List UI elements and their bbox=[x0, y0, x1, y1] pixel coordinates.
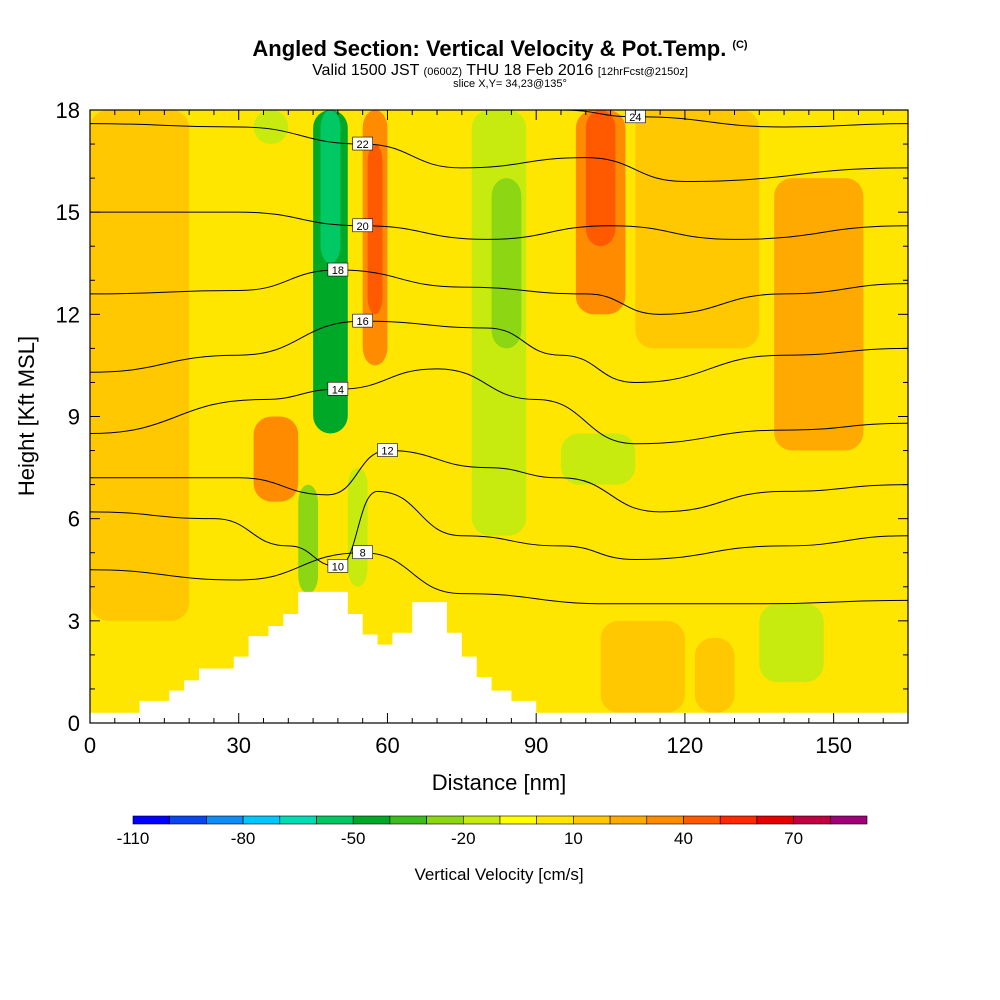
isentrope-line bbox=[90, 269, 908, 315]
velocity-cell bbox=[759, 603, 824, 683]
isentrope-label: 12 bbox=[377, 443, 398, 458]
axes: 0 30 60 90 120 150 0 3 6 9 12 15 18 bbox=[56, 98, 908, 758]
isentrope-label: 16 bbox=[352, 313, 373, 328]
isentrope-label: 8 bbox=[352, 545, 373, 560]
colorbar-swatch bbox=[536, 815, 574, 825]
velocity-field bbox=[90, 110, 908, 723]
colorbar-swatch bbox=[646, 815, 684, 825]
isentrope-label: 10 bbox=[327, 559, 349, 573]
colorbar-swatch bbox=[462, 815, 501, 825]
valid-date: THU 18 Feb 2016 bbox=[466, 62, 594, 79]
valid-utc: (0600Z) bbox=[423, 66, 463, 78]
isentrope-line bbox=[560, 110, 908, 128]
isentrope-line bbox=[90, 123, 908, 183]
svg-text:24: 24 bbox=[629, 112, 641, 124]
x-tick-label: 150 bbox=[815, 733, 852, 758]
colorbar-tick-label: -50 bbox=[341, 829, 366, 848]
colorbar-swatch bbox=[242, 815, 281, 825]
isentrope-label: 18 bbox=[327, 262, 349, 277]
velocity-cell bbox=[320, 110, 341, 264]
colorbar-label: Vertical Velocity [cm/s] bbox=[414, 865, 583, 884]
y-tick-label: 9 bbox=[68, 405, 80, 430]
colorbar-swatch bbox=[132, 815, 171, 825]
svg-text:18: 18 bbox=[332, 265, 344, 277]
isentrope-line bbox=[90, 368, 908, 445]
isentrope-line bbox=[90, 211, 908, 240]
colorbar: -110 -80 -50 -20 10 40 70 bbox=[117, 815, 868, 848]
colorbar-swatch bbox=[793, 815, 831, 825]
colorbar-swatch bbox=[683, 815, 721, 825]
svg-text:16: 16 bbox=[357, 316, 369, 328]
valid-time-line: Valid 1500 JST (0600Z) THU 18 Feb 2016 [… bbox=[0, 62, 1000, 80]
velocity-cell bbox=[600, 620, 685, 713]
colorbar-swatch bbox=[756, 815, 794, 825]
colorbar-swatch bbox=[829, 815, 868, 825]
x-tick-label: 0 bbox=[84, 733, 96, 758]
velocity-cell bbox=[491, 178, 522, 349]
terrain-shape bbox=[90, 591, 908, 723]
colorbar-swatch bbox=[573, 815, 611, 825]
svg-text:14: 14 bbox=[332, 384, 344, 396]
colorbar-swatch bbox=[169, 815, 207, 825]
forecast-run: [12hrFcst@2150z] bbox=[597, 66, 688, 78]
isentrope-label: 14 bbox=[327, 381, 349, 396]
y-tick-label: 18 bbox=[56, 98, 80, 123]
isentrope-line bbox=[90, 320, 908, 383]
colorbar-swatch bbox=[719, 815, 758, 825]
x-tick-label: 60 bbox=[375, 733, 399, 758]
velocity-cell bbox=[784, 246, 834, 400]
x-tick-label: 120 bbox=[667, 733, 704, 758]
isentrope-contours: 8 10 12 14 16 18 20 22 24 bbox=[90, 110, 908, 605]
colorbar-tick-label: 10 bbox=[564, 829, 583, 848]
valid-prefix: Valid 1500 JST bbox=[312, 62, 420, 79]
isentrope-line bbox=[90, 490, 908, 567]
colorbar-swatch bbox=[352, 815, 391, 825]
isentrope-line bbox=[90, 450, 908, 513]
slice-info: slice X,Y= 34,23@135° bbox=[453, 78, 567, 90]
colorbar-swatch bbox=[316, 815, 354, 825]
y-tick-label: 6 bbox=[68, 507, 80, 532]
terrain-mask bbox=[90, 591, 908, 723]
title-main: Angled Section: Vertical Velocity & Pot.… bbox=[252, 36, 727, 61]
chart-title: Angled Section: Vertical Velocity & Pot.… bbox=[0, 36, 1000, 62]
colorbar-tick-label: -20 bbox=[451, 829, 476, 848]
colorbar-swatch bbox=[279, 815, 317, 825]
isentrope-label: 22 bbox=[352, 136, 373, 151]
y-tick-label: 3 bbox=[68, 609, 80, 634]
copyright-mark: (C) bbox=[732, 38, 748, 51]
x-tick-label: 90 bbox=[524, 733, 548, 758]
svg-text:8: 8 bbox=[360, 548, 366, 560]
velocity-cell bbox=[585, 110, 616, 247]
colorbar-tick-label: -80 bbox=[231, 829, 256, 848]
velocity-cell bbox=[298, 484, 319, 594]
x-axis-label: Distance [nm] bbox=[432, 770, 567, 795]
velocity-cell bbox=[694, 637, 735, 713]
colorbar-swatch bbox=[389, 815, 427, 825]
svg-text:20: 20 bbox=[357, 221, 369, 233]
isentrope-label: 24 bbox=[625, 110, 646, 124]
colorbar-swatch bbox=[206, 815, 244, 825]
colorbar-tick-label: 70 bbox=[784, 829, 803, 848]
svg-text:10: 10 bbox=[332, 561, 344, 573]
y-tick-label: 12 bbox=[56, 302, 80, 327]
colorbar-swatch bbox=[609, 815, 648, 825]
colorbar-tick-label: 40 bbox=[674, 829, 693, 848]
svg-text:22: 22 bbox=[357, 139, 369, 151]
y-tick-label: 0 bbox=[68, 711, 80, 736]
isentrope-label: 20 bbox=[352, 218, 373, 233]
velocity-cell bbox=[90, 110, 190, 621]
colorbar-swatch bbox=[426, 815, 464, 825]
velocity-cell bbox=[635, 110, 760, 349]
velocity-cell bbox=[560, 433, 636, 485]
y-axis-label: Height [Kft MSL] bbox=[14, 336, 39, 496]
colorbar-swatch bbox=[499, 815, 538, 825]
colorbar-tick-label: -110 bbox=[117, 829, 150, 848]
y-tick-label: 15 bbox=[56, 200, 80, 225]
velocity-cell bbox=[253, 110, 289, 145]
svg-text:12: 12 bbox=[381, 446, 393, 458]
x-tick-label: 30 bbox=[226, 733, 250, 758]
isentrope-line bbox=[90, 552, 908, 605]
